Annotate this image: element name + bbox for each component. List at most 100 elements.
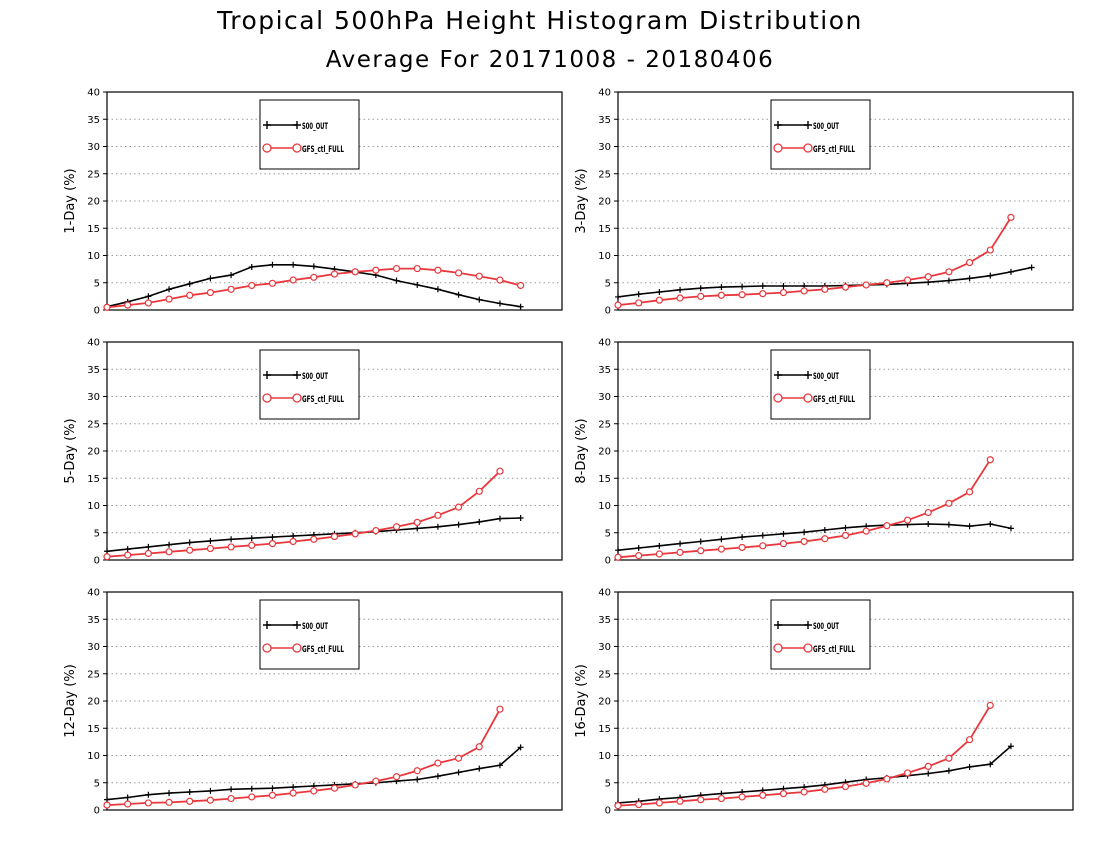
data-point (738, 543, 746, 552)
legend-box (259, 599, 360, 670)
data-point (800, 788, 808, 796)
data-point (269, 785, 276, 792)
legend: S00_OUT GFS_ctl_FULL (770, 599, 871, 670)
legend: S00_OUT GFS_ctl_FULL (259, 99, 360, 170)
data-point (372, 777, 380, 785)
data-point (655, 550, 663, 558)
y-tick-label: 40 (87, 338, 100, 349)
data-point (635, 299, 643, 307)
data-point (924, 762, 932, 771)
data-point (717, 291, 726, 299)
data-point (186, 789, 193, 796)
data-point (186, 280, 193, 287)
data-point (186, 291, 194, 299)
y-tick-label: 15 (598, 724, 611, 735)
data-point (330, 784, 339, 792)
data-point (966, 763, 973, 770)
y-tick-label: 5 (94, 278, 100, 289)
legend-label: GFS_ctl_FULL (813, 145, 855, 155)
data-point (227, 543, 235, 551)
y-tick-label: 5 (94, 778, 100, 789)
legend-label: GFS_ctl_FULL (813, 395, 855, 405)
data-point (475, 487, 483, 495)
y-tick-label: 40 (598, 338, 611, 349)
series-line-1 (617, 523, 1012, 551)
data-point (924, 273, 932, 281)
plot-frame (617, 591, 1074, 811)
series-line-2 (106, 708, 501, 806)
data-point (738, 793, 746, 801)
data-point (1028, 264, 1035, 271)
data-point (145, 543, 152, 550)
data-point (207, 537, 214, 544)
data-point (635, 552, 643, 560)
data-point (206, 796, 215, 804)
data-point (372, 266, 380, 274)
data-point (455, 521, 462, 528)
legend: S00_OUT GFS_ctl_FULL (770, 349, 871, 420)
data-point (165, 295, 173, 303)
data-point (310, 273, 318, 281)
y-axis-label: 12-Day (%) (63, 664, 78, 738)
data-point (945, 268, 953, 276)
y-tick-label: 10 (87, 501, 100, 512)
data-point (697, 796, 705, 804)
data-point (351, 781, 359, 789)
data-point (496, 515, 503, 522)
data-point (965, 488, 974, 496)
legend-marker (774, 121, 782, 129)
chart-title: Tropical 500hPa Height Histogram Distrib… (217, 6, 863, 35)
legend-label: GFS_ctl_FULL (302, 645, 344, 655)
y-tick-label: 10 (598, 501, 611, 512)
data-point (779, 288, 788, 297)
data-point (496, 276, 504, 284)
data-point (986, 456, 994, 464)
panel-3: 0 5 10 15 20 25 30 35 40 5-Day (%) S00_OUT GFS_ctl_… (63, 338, 563, 567)
y-tick-label: 40 (598, 588, 611, 599)
data-point (414, 281, 421, 288)
data-point (228, 536, 235, 543)
y-tick-label: 35 (598, 115, 611, 126)
data-point (615, 547, 621, 554)
panel-5: 0 5 10 15 20 25 30 35 40 12-Day (%) S00_OUT GFS_ctl… (63, 588, 563, 817)
data-point (759, 283, 766, 290)
data-point (801, 529, 808, 536)
y-tick-label: 35 (598, 615, 611, 626)
data-point (862, 281, 870, 289)
data-point (145, 293, 152, 300)
data-point (903, 769, 912, 777)
legend-marker (292, 393, 302, 403)
data-point (924, 508, 932, 517)
data-point (455, 769, 462, 776)
data-point (676, 797, 684, 805)
data-point (228, 272, 235, 279)
data-point (1007, 743, 1014, 750)
chart-subtitle: Average For 20171008 - 20180406 (325, 47, 775, 73)
legend-marker (263, 621, 271, 629)
legend-marker (803, 643, 813, 653)
legend-label: S00_OUT (302, 622, 328, 632)
legend-marker (262, 143, 272, 153)
data-point (330, 270, 339, 278)
data-point (676, 294, 684, 302)
plot-frame (617, 341, 1074, 561)
data-point (413, 264, 421, 273)
data-point (476, 518, 483, 525)
y-tick-label: 25 (87, 169, 100, 180)
data-point (862, 779, 870, 787)
data-point (987, 521, 994, 528)
data-point (717, 794, 726, 803)
panel-6: 0 5 10 15 20 25 30 35 40 16-Day (%) S00_OUT GFS_ctl… (574, 588, 1074, 817)
data-point (289, 276, 297, 284)
data-point (310, 535, 318, 543)
data-point (248, 793, 256, 801)
legend-label: S00_OUT (302, 122, 328, 132)
data-point (821, 785, 829, 793)
data-point (166, 790, 173, 797)
data-point (987, 761, 994, 768)
y-tick-label: 0 (94, 556, 100, 567)
data-point (945, 499, 953, 507)
data-point (496, 705, 504, 713)
data-point (759, 290, 767, 298)
